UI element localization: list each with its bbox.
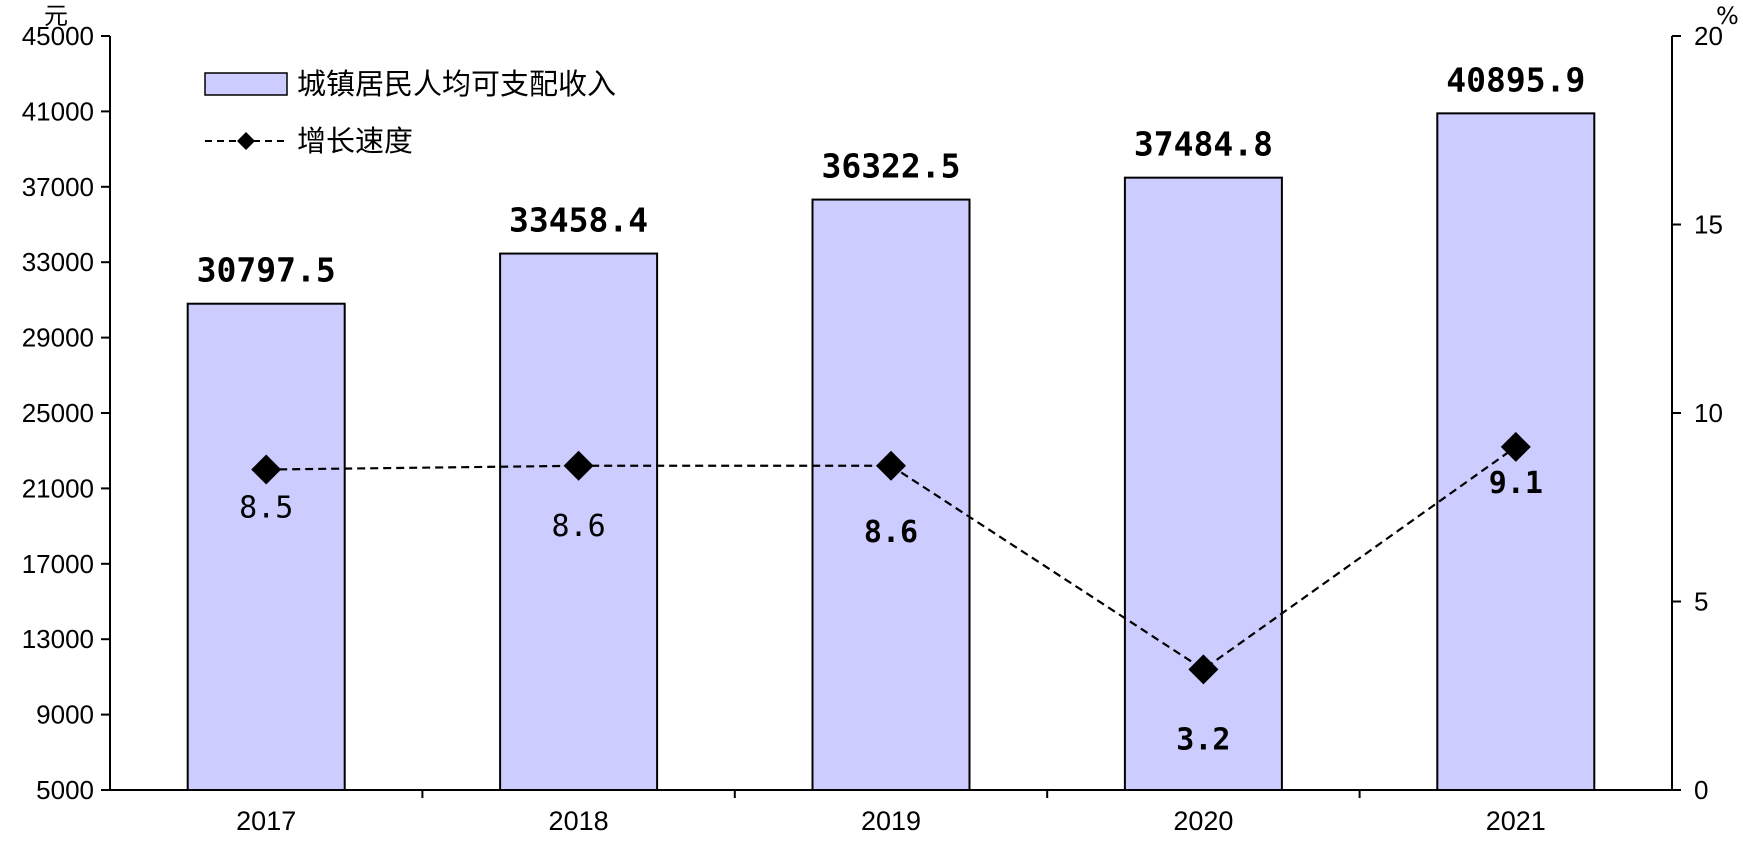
growth-line-layer bbox=[251, 431, 1531, 685]
legend-bar-label: 城镇居民人均可支配收入 bbox=[297, 67, 616, 101]
right-tick-label: 10 bbox=[1694, 398, 1723, 428]
legend-diamond-marker-icon bbox=[237, 132, 255, 150]
legend-line-label: 增长速度 bbox=[297, 124, 413, 158]
left-tick-label: 17000 bbox=[22, 549, 94, 579]
bars-layer bbox=[186, 112, 1596, 792]
left-tick-label: 5000 bbox=[36, 775, 94, 805]
right-tick-label: 5 bbox=[1694, 587, 1708, 617]
ticks-layer: 5000 9000 13000 17000 21000 25000 29000 33000 37… bbox=[22, 21, 1723, 836]
left-tick-label: 25000 bbox=[22, 398, 94, 428]
growth-value-label: 3.2 bbox=[1176, 722, 1230, 757]
bar-value-label: 33458.4 bbox=[509, 201, 648, 240]
right-axis-unit: % bbox=[1716, 2, 1739, 30]
legend: 城镇居民人均可支配收入 增长速度 bbox=[204, 67, 616, 158]
growth-point-2020 bbox=[1188, 654, 1219, 685]
left-tick-label: 29000 bbox=[22, 323, 94, 353]
left-tick-label: 21000 bbox=[22, 473, 94, 503]
bar-value-label: 30797.5 bbox=[197, 251, 336, 290]
bar-2018 bbox=[499, 252, 659, 792]
growth-value-label: 9.1 bbox=[1489, 466, 1543, 501]
growth-point-2019 bbox=[876, 450, 906, 481]
x-tick-label: 2021 bbox=[1486, 806, 1546, 836]
growth-value-label: 8.5 bbox=[239, 491, 293, 526]
left-tick-label: 33000 bbox=[22, 247, 94, 277]
x-tick-label: 2017 bbox=[236, 806, 296, 836]
growth-value-label: 8.6 bbox=[864, 515, 918, 550]
bar-2017 bbox=[186, 302, 346, 791]
left-tick-label: 13000 bbox=[22, 624, 94, 654]
growth-value-label: 8.6 bbox=[552, 509, 606, 544]
labels-layer: 30797.5 33458.4 36322.5 37484.8 40895.9 8.5 8.… bbox=[197, 60, 1586, 757]
bar-2020 bbox=[1123, 176, 1283, 792]
bar-value-label: 40895.9 bbox=[1446, 60, 1585, 99]
x-tick-label: 2018 bbox=[549, 806, 609, 836]
left-tick-label: 37000 bbox=[22, 172, 94, 202]
left-tick-label: 41000 bbox=[22, 96, 94, 126]
x-tick-label: 2019 bbox=[861, 806, 921, 836]
left-axis-unit: 元 bbox=[44, 2, 68, 30]
bar-2019 bbox=[811, 198, 971, 792]
legend-bar-swatch bbox=[204, 72, 288, 96]
growth-point-2018 bbox=[563, 450, 594, 481]
left-tick-label: 45000 bbox=[22, 21, 94, 51]
growth-point-2017 bbox=[251, 454, 282, 485]
x-tick-label: 2020 bbox=[1173, 806, 1233, 836]
right-tick-label: 20 bbox=[1694, 21, 1723, 51]
right-tick-label: 15 bbox=[1694, 210, 1723, 240]
bar-value-label: 36322.5 bbox=[821, 147, 960, 186]
bar-value-label: 37484.8 bbox=[1134, 125, 1273, 164]
right-tick-label: 0 bbox=[1694, 775, 1708, 805]
left-tick-label: 9000 bbox=[36, 700, 94, 730]
growth-point-2021 bbox=[1500, 431, 1531, 462]
